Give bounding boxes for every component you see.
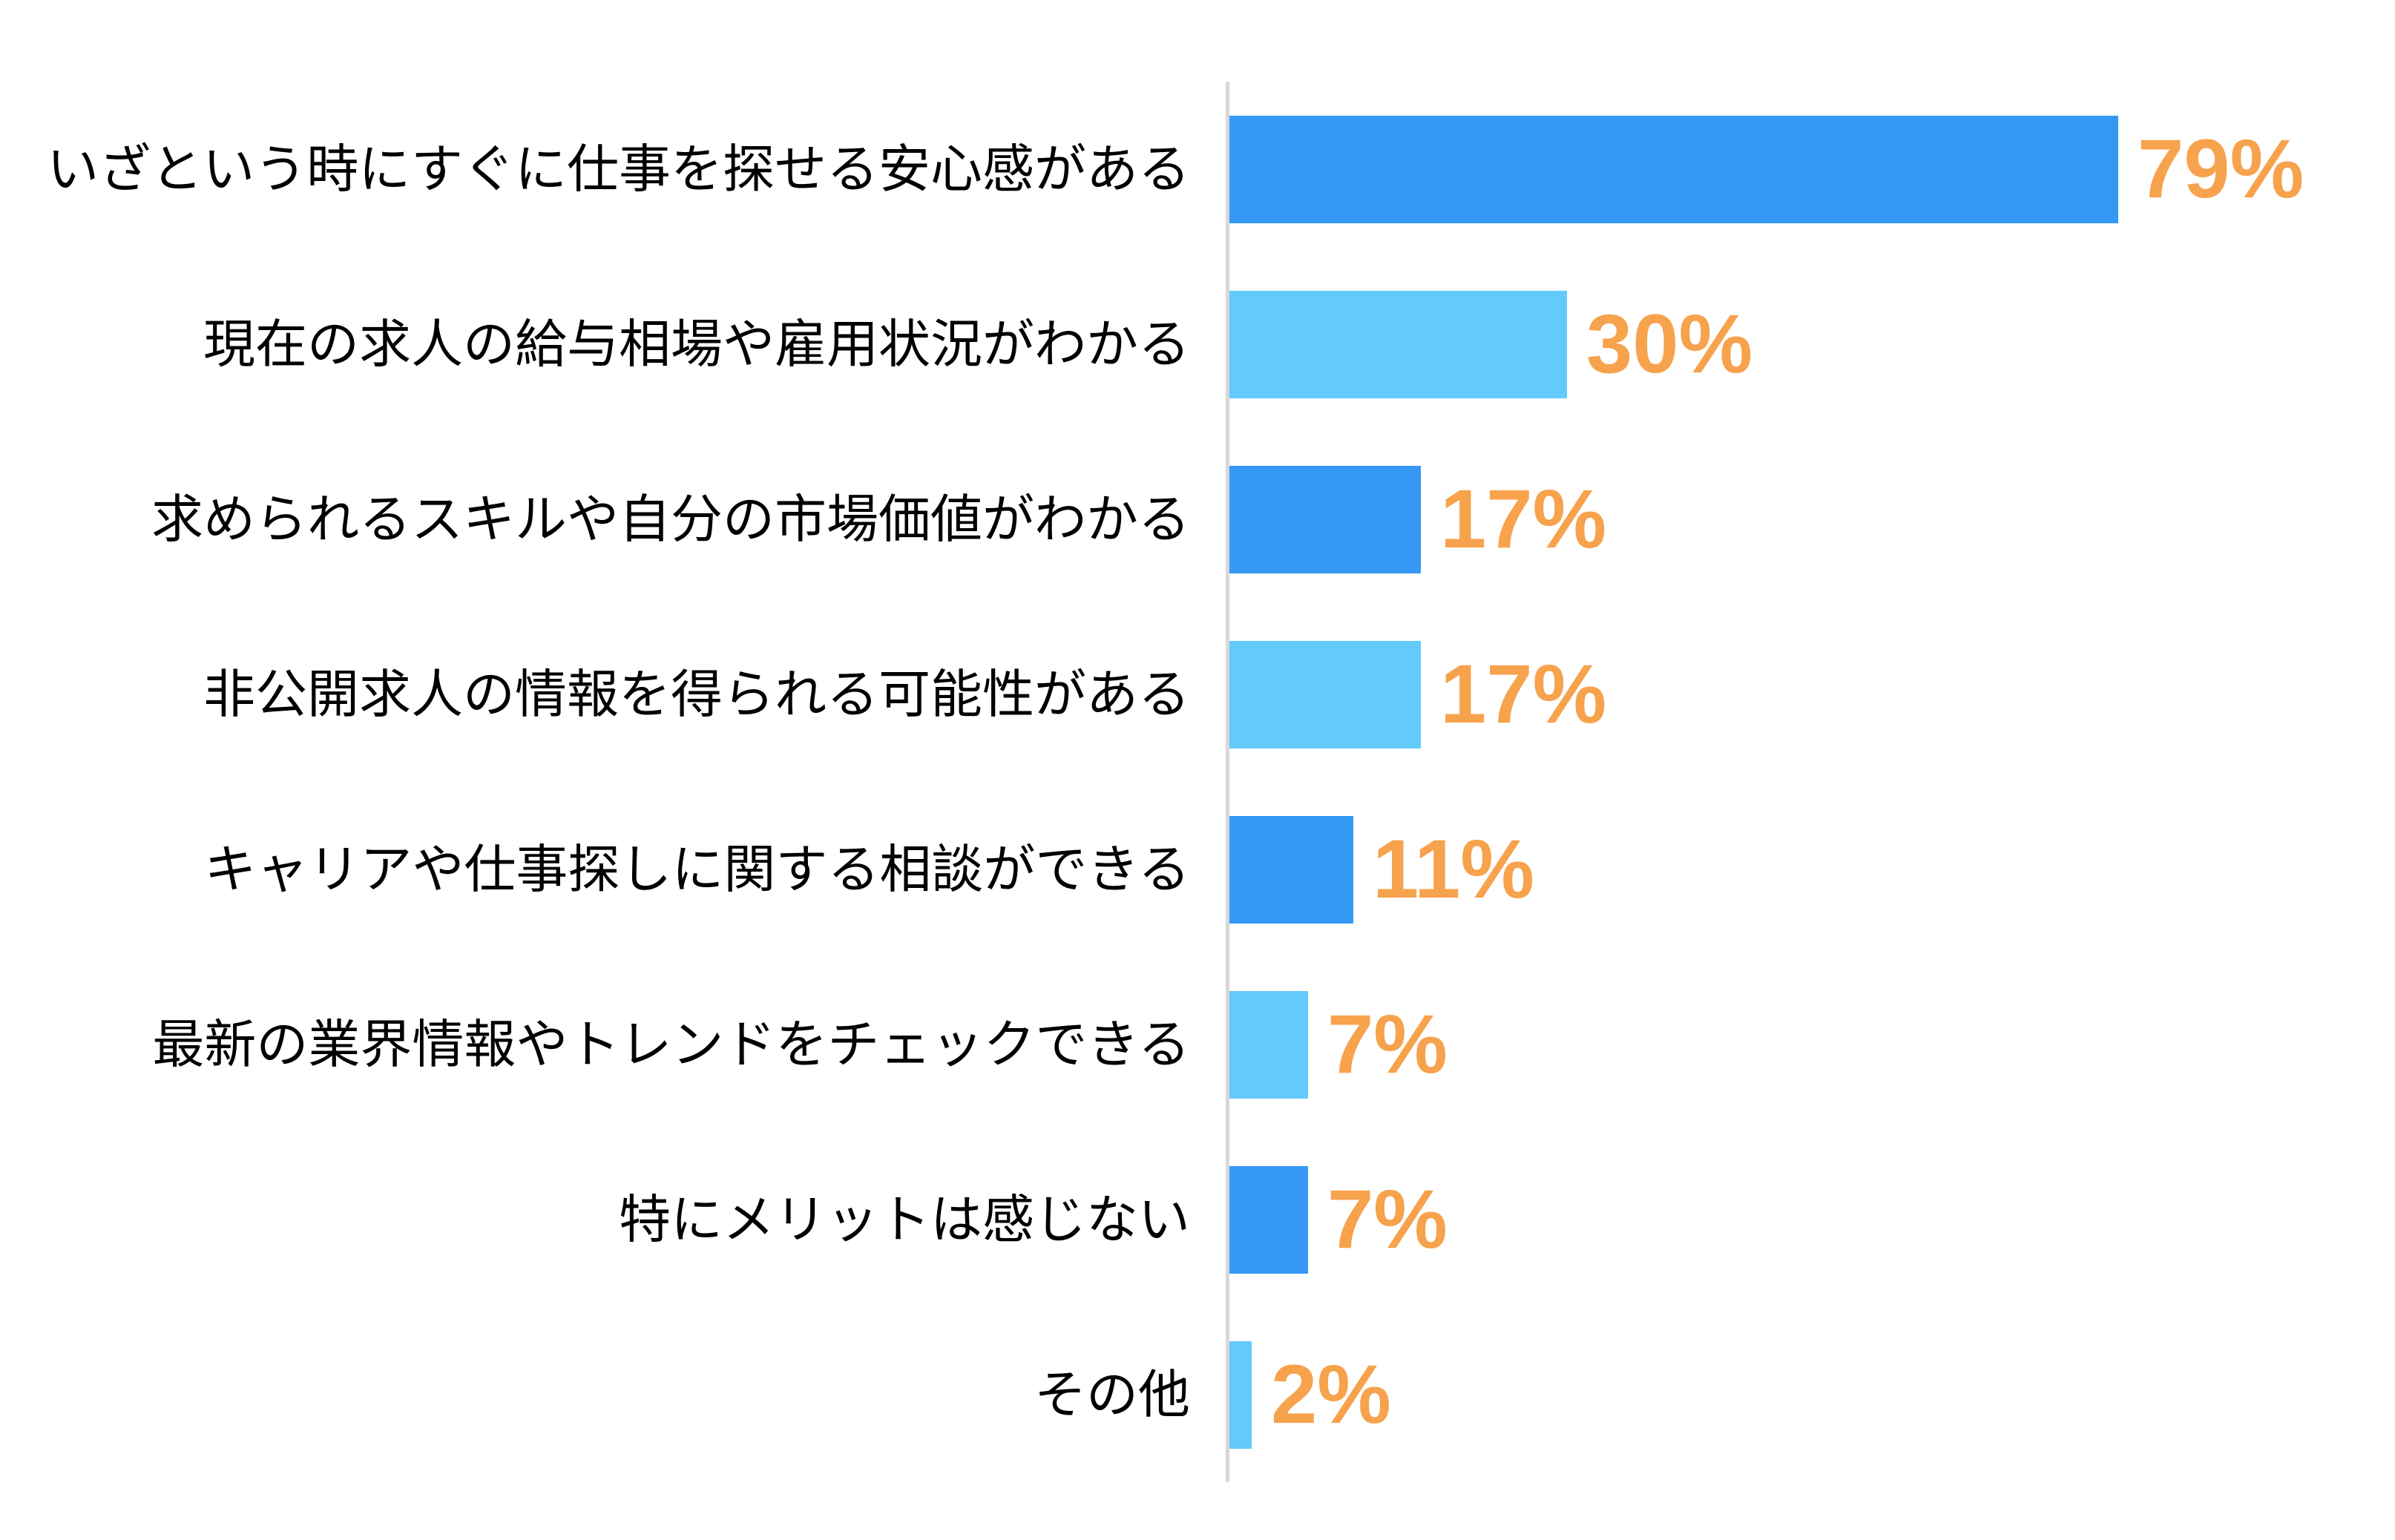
chart-row: キャリアや仕事探しに関する相談ができる 11% <box>0 782 2395 957</box>
bar <box>1229 115 2118 223</box>
value-label: 17% <box>1440 473 1607 565</box>
value-label: 7% <box>1327 998 1448 1090</box>
bar <box>1229 290 1567 398</box>
value-label: 17% <box>1440 648 1607 740</box>
bar <box>1229 1340 1252 1449</box>
chart-row: 特にメリットは感じない 7% <box>0 1132 2395 1307</box>
category-label: その他 <box>1034 1365 1190 1424</box>
chart-row: いざという時にすぐに仕事を探せる安心感がある 79% <box>0 82 2395 257</box>
category-label: 非公開求人の情報を得られる可能性がある <box>203 665 1190 723</box>
plot-area: 11% <box>1226 782 2395 957</box>
category-label: いざという時にすぐに仕事を探せる安心感がある <box>47 139 1190 198</box>
category-label: 最新の業界情報やトレンドをチェックできる <box>152 1015 1190 1073</box>
plot-area: 79% <box>1226 82 2395 257</box>
plot-area: 7% <box>1226 1132 2395 1307</box>
value-label: 79% <box>2138 122 2304 215</box>
bar <box>1229 990 1308 1099</box>
bar <box>1229 465 1421 573</box>
value-label: 30% <box>1586 297 1753 390</box>
chart-row: 非公開求人の情報を得られる可能性がある 17% <box>0 607 2395 782</box>
bar <box>1229 1165 1308 1274</box>
chart-row: その他 2% <box>0 1307 2395 1482</box>
chart-row: 最新の業界情報やトレンドをチェックできる 7% <box>0 957 2395 1132</box>
category-label: 特にメリットは感じない <box>619 1190 1190 1248</box>
bar-chart: いざという時にすぐに仕事を探せる安心感がある 79% 現在の求人の給与相場や雇用… <box>0 82 2395 1482</box>
plot-area: 17% <box>1226 432 2395 607</box>
category-label: キャリアや仕事探しに関する相談ができる <box>204 840 1190 898</box>
chart-row: 現在の求人の給与相場や雇用状況がわかる 30% <box>0 257 2395 432</box>
plot-area: 17% <box>1226 607 2395 782</box>
plot-area: 2% <box>1226 1307 2395 1482</box>
chart-row: 求められるスキルや自分の市場価値がわかる 17% <box>0 432 2395 607</box>
chart-rows: いざという時にすぐに仕事を探せる安心感がある 79% 現在の求人の給与相場や雇用… <box>0 82 2395 1482</box>
value-label: 2% <box>1271 1348 1391 1441</box>
value-label: 7% <box>1327 1173 1448 1266</box>
value-label: 11% <box>1373 823 1534 915</box>
bar <box>1229 640 1421 748</box>
bar <box>1229 815 1353 924</box>
plot-area: 7% <box>1226 957 2395 1132</box>
plot-area: 30% <box>1226 257 2395 432</box>
category-label: 求められるスキルや自分の市場価値がわかる <box>151 490 1190 548</box>
category-label: 現在の求人の給与相場や雇用状況がわかる <box>203 315 1190 373</box>
